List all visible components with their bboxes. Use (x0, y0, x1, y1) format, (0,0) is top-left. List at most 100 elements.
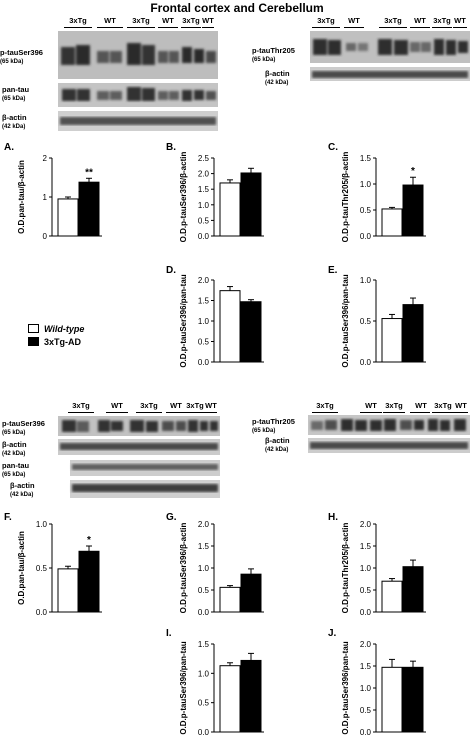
row-label: p-tauSer396 (65 kDa) (2, 419, 45, 437)
row-label: β-actin (42 kDa) (265, 69, 290, 87)
panel-letter: H. (328, 512, 338, 523)
bar-chart-3: 0.0 0.5 1.0 1.5 O.D.p-tauThr205/β-actin * (341, 152, 426, 242)
bar-wild-type (57, 568, 79, 613)
panel-letter: G. (166, 512, 177, 523)
lane-label: 3xTg (316, 401, 334, 410)
bar-tg (240, 301, 262, 363)
y-tick-label: 0.0 (360, 608, 372, 617)
bar-chart-4: 0.0 0.5 1.0 1.5 2.0 O.D.p-tauSer396/pan-tau (179, 274, 264, 368)
y-tick-label: 0.5 (198, 216, 210, 225)
bar-chart-2: 0.0 0.5 1.0 1.5 2.0 2.5 O.D.p-tauSer396/β-acti… (179, 152, 264, 243)
legend-item-wild-type: Wild-type (28, 322, 84, 335)
panel-letter: E. (328, 265, 338, 276)
lane-label: WT (415, 401, 427, 410)
y-tick-label: 2.0 (360, 520, 372, 529)
bar-chart-5: 0.0 0.5 1.0 O.D.p-tauSer396/pan-tau (341, 274, 426, 368)
y-axis-label: O.D.p-tauSer396/β-actin (179, 152, 188, 243)
blot-image (308, 415, 470, 453)
y-tick-label: 1.0 (198, 317, 210, 326)
bar-tg (240, 659, 262, 733)
y-tick-label: 2 (43, 154, 48, 163)
bar-chart-7: 0.0 0.5 1.0 1.5 2.0 O.D.p-tauSer396/β-actin (179, 520, 264, 617)
y-tick-label: 1.0 (360, 180, 372, 189)
bar-wild-type (219, 290, 241, 363)
y-axis-label: O.D.p-tauSer396/pan-tau (341, 274, 350, 367)
figure-title: Frontal cortex and Cerebellum (150, 1, 324, 15)
lane-label: WT (111, 401, 123, 410)
y-tick-label: 0.5 (198, 699, 210, 708)
y-tick-label: 2.0 (198, 170, 210, 179)
lane-label: 3xTg (72, 401, 90, 410)
panel-letter: D. (166, 265, 176, 276)
y-tick-label: 0.5 (360, 317, 372, 326)
legend-item-tg: 3xTg-AD (28, 335, 84, 348)
bar-chart-10: 0.00.51.01.52.0O.D.p-tauSer396/pan-tau (341, 640, 426, 737)
lane-label: WT (170, 401, 182, 410)
lane-label: WT (104, 16, 116, 25)
lane-label: 3xTg (69, 16, 87, 25)
bar-tg (402, 304, 424, 363)
row-label: pan-tau (65 kDa) (2, 85, 30, 103)
y-tick-label: 1.5 (198, 542, 210, 551)
bar-chart-9: 0.00.51.01.5O.D.p-tauSer396/pan-tau (179, 640, 264, 737)
y-tick-label: 1.0 (198, 201, 210, 210)
lane-label: 3xTg (182, 16, 200, 25)
y-tick-label: 0.0 (198, 608, 210, 617)
significance-mark: * (411, 166, 415, 177)
y-tick-label: 1.5 (198, 185, 210, 194)
panel-letter: I. (166, 628, 172, 639)
legend-label: 3xTg-AD (44, 336, 82, 347)
y-tick-label: 1.0 (360, 276, 372, 285)
y-tick-label: 2.5 (198, 154, 210, 163)
y-tick-label: 0.5 (360, 586, 372, 595)
lane-label: WT (348, 16, 360, 25)
legend-swatch-tg (28, 337, 39, 346)
lane-label: WT (162, 16, 174, 25)
lane-label: 3xTg (140, 401, 158, 410)
lane-label: 3xTg (434, 401, 452, 410)
blot-image (58, 31, 218, 131)
y-tick-label: 0.5 (360, 206, 372, 215)
bar-tg (240, 573, 262, 613)
row-label: β-actin (42 kDa) (2, 440, 27, 458)
bar-chart-8: 0.0 0.5 1.0 1.5 2.0 O.D.p-tauThr205/β-actin (341, 520, 426, 617)
bar-wild-type (381, 666, 403, 733)
bar-wild-type (57, 198, 79, 237)
lane-label: WT (365, 401, 377, 410)
y-tick-label: 2.0 (198, 520, 210, 529)
bar-tg (78, 181, 100, 237)
bar-wild-type (381, 580, 403, 613)
y-axis-label: O.D.p-tauSer396/pan-tau (179, 274, 188, 367)
bar-wild-type (219, 586, 241, 613)
lane-label: WT (454, 16, 466, 25)
y-tick-label: 1.0 (198, 669, 210, 678)
bar-chart-6: 0.0 0.5 1.0 O.D.pan-tau/β-actin * (17, 520, 102, 617)
row-label: pan-tau (65 kDa) (2, 461, 30, 479)
y-tick-label: 0.0 (36, 608, 48, 617)
y-axis-label: O.D.pan-tau/β-actin (17, 160, 26, 234)
y-tick-label: 1.5 (198, 640, 210, 649)
y-tick-label: 1.0 (198, 564, 210, 573)
row-label: p-tauThr205 (65 kDa) (252, 46, 295, 64)
lane-label: 3xTg (384, 16, 402, 25)
y-axis-label: O.D.p-tauSer396/pan-tau (179, 641, 188, 734)
y-axis-label: O.D.p-tauSer396/β-actin (179, 523, 188, 614)
lane-label: WT (205, 401, 217, 410)
y-tick-label: 0.0 (360, 358, 372, 367)
bar-tg (78, 550, 100, 613)
y-tick-label: 1.0 (36, 520, 48, 529)
y-axis-label: O.D.pan-tau/β-actin (17, 531, 26, 605)
blot-image (58, 416, 220, 498)
row-label: p-tauSer396 (65 kDa) (0, 48, 43, 66)
legend-label: Wild-type (44, 323, 85, 334)
bar-tg (402, 566, 424, 613)
bar-wild-type (381, 318, 403, 363)
y-tick-label: 1.0 (360, 564, 372, 573)
significance-mark: * (87, 535, 91, 546)
y-tick-label: 1.5 (360, 542, 372, 551)
lane-label: 3xTg (433, 16, 451, 25)
lane-label: 3xTg (186, 401, 204, 410)
y-axis-label: O.D.p-tauThr205/β-actin (341, 523, 350, 614)
panel-letter: J. (328, 628, 337, 639)
bar-wild-type (219, 182, 241, 237)
